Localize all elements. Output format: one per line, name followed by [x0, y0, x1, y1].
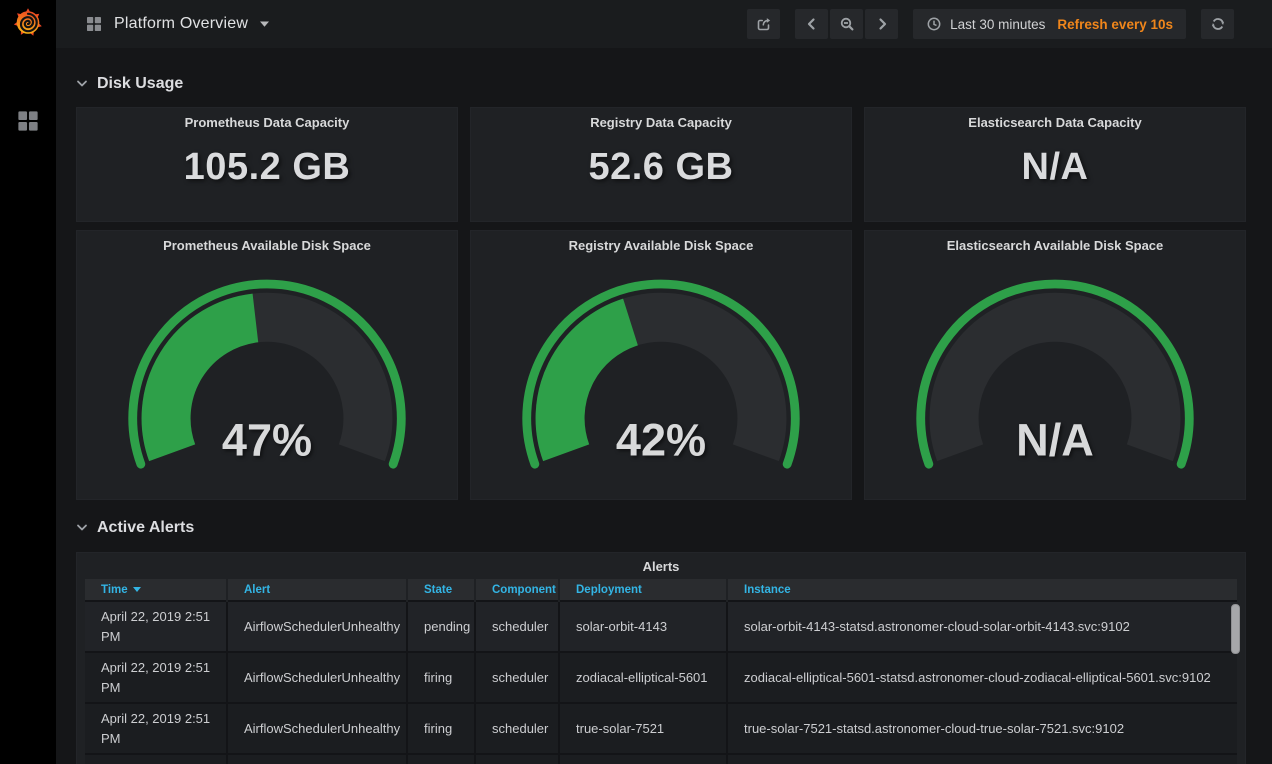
zoom-out-button[interactable]: [830, 9, 863, 39]
chevron-left-icon: [804, 16, 820, 32]
gauge-chart: 47%: [120, 275, 414, 486]
cell-state: pending: [407, 601, 475, 652]
cell-component: scheduler: [475, 601, 559, 652]
cell-state: firing: [407, 703, 475, 754]
gauge-chart: N/A: [908, 275, 1202, 486]
table-row: April 22, 2019 2:51 PM AirflowSchedulerU…: [85, 601, 1237, 652]
cell-alert: AirflowSchedulerUnhealthy: [227, 703, 407, 754]
column-header-component[interactable]: Component: [475, 579, 559, 601]
panel-elasticsearch-available-disk: Elasticsearch Available Disk Space N/A: [864, 230, 1246, 500]
sidebar: [0, 0, 56, 764]
column-header-state[interactable]: State: [407, 579, 475, 601]
cell-instance: true-solar-7521-statsd.astronomer-cloud-…: [727, 703, 1237, 754]
cell-instance: solar-orbit-4143-statsd.astronomer-cloud…: [727, 601, 1237, 652]
cell-component: scheduler: [475, 652, 559, 703]
cell-instance: zodiacal-elliptical-5601-statsd.astronom…: [727, 652, 1237, 703]
stats-row: Prometheus Data Capacity 105.2 GB Regist…: [76, 107, 1246, 222]
time-nav-group: [795, 9, 898, 39]
dashboard-title-button[interactable]: Platform Overview: [86, 15, 269, 33]
gauge-chart: 42%: [514, 275, 808, 486]
sort-desc-icon: [133, 587, 141, 592]
page-title: Platform Overview: [114, 15, 248, 33]
chevron-right-icon: [874, 16, 890, 32]
chevron-down-icon: [76, 524, 88, 532]
panel-title[interactable]: Prometheus Data Capacity: [77, 108, 457, 130]
cell-state: firing: [407, 652, 475, 703]
panel-registry-data-capacity: Registry Data Capacity 52.6 GB: [470, 107, 852, 222]
time-range-button[interactable]: Last 30 minutes Refresh every 10s: [913, 9, 1186, 39]
svg-text:42%: 42%: [616, 414, 706, 465]
section-title: Disk Usage: [97, 75, 183, 93]
table-row-partial: [85, 754, 1237, 764]
column-header-instance[interactable]: Instance: [727, 579, 1237, 601]
panel-title[interactable]: Alerts: [85, 553, 1237, 579]
sidebar-item-dashboards[interactable]: [10, 103, 46, 139]
panel-prometheus-available-disk: Prometheus Available Disk Space 47%: [76, 230, 458, 500]
column-header-alert[interactable]: Alert: [227, 579, 407, 601]
cell-time: April 22, 2019 2:51 PM: [85, 703, 227, 754]
toolbar: Last 30 minutes Refresh every 10s: [747, 9, 1234, 39]
table-header-row: Time Alert State Component Deployment In…: [85, 579, 1237, 601]
cell-deployment: solar-orbit-4143: [559, 601, 727, 652]
stat-value: N/A: [865, 146, 1245, 189]
stat-value: 105.2 GB: [77, 146, 457, 189]
grafana-logo[interactable]: [13, 7, 43, 37]
cell-component: scheduler: [475, 703, 559, 754]
refresh-icon: [1210, 16, 1226, 32]
time-forward-button[interactable]: [865, 9, 898, 39]
panel-title[interactable]: Prometheus Available Disk Space: [77, 231, 457, 253]
section-disk-usage[interactable]: Disk Usage: [76, 74, 1246, 94]
panel-title[interactable]: Elasticsearch Data Capacity: [865, 108, 1245, 130]
dashboards-grid-icon: [17, 110, 39, 132]
clock-icon: [926, 16, 942, 32]
zoom-out-icon: [839, 16, 855, 32]
cell-time: April 22, 2019 2:51 PM: [85, 652, 227, 703]
cell-alert: AirflowSchedulerUnhealthy: [227, 652, 407, 703]
dashboards-grid-icon: [86, 16, 102, 32]
panel-title[interactable]: Elasticsearch Available Disk Space: [865, 231, 1245, 253]
cell-time: April 22, 2019 2:51 PM: [85, 601, 227, 652]
panel-elasticsearch-data-capacity: Elasticsearch Data Capacity N/A: [864, 107, 1246, 222]
navbar: Platform Overview: [56, 0, 1272, 48]
time-range-label: Last 30 minutes: [950, 17, 1045, 32]
title-caret-icon: [260, 21, 269, 27]
refresh-button[interactable]: [1201, 9, 1234, 39]
cell-deployment: true-solar-7521: [559, 703, 727, 754]
dashboard: Disk Usage Prometheus Data Capacity 105.…: [56, 48, 1272, 764]
panel-alerts: Alerts Time Alert State Component Deploy…: [76, 552, 1246, 764]
svg-text:N/A: N/A: [1016, 414, 1094, 465]
svg-text:47%: 47%: [222, 414, 312, 465]
app: Platform Overview: [0, 0, 1272, 764]
gauges-row: Prometheus Available Disk Space 47% Regi…: [76, 230, 1246, 500]
refresh-interval-label: Refresh every 10s: [1057, 17, 1173, 32]
panel-title[interactable]: Registry Data Capacity: [471, 108, 851, 130]
panel-title[interactable]: Registry Available Disk Space: [471, 231, 851, 253]
main-area: Platform Overview: [56, 0, 1272, 764]
stat-value: 52.6 GB: [471, 146, 851, 189]
panel-registry-available-disk: Registry Available Disk Space 42%: [470, 230, 852, 500]
section-active-alerts[interactable]: Active Alerts: [76, 518, 1246, 538]
share-icon: [756, 16, 772, 32]
grafana-logo-icon: [13, 7, 43, 37]
column-header-deployment[interactable]: Deployment: [559, 579, 727, 601]
cell-alert: AirflowSchedulerUnhealthy: [227, 601, 407, 652]
table-scrollbar-thumb[interactable]: [1231, 604, 1240, 654]
chevron-down-icon: [76, 80, 88, 88]
cell-deployment: zodiacal-elliptical-5601: [559, 652, 727, 703]
table-row: April 22, 2019 2:51 PM AirflowSchedulerU…: [85, 703, 1237, 754]
share-button[interactable]: [747, 9, 780, 39]
alerts-table: Time Alert State Component Deployment In…: [85, 579, 1237, 764]
column-header-time[interactable]: Time: [85, 579, 227, 601]
panel-prometheus-data-capacity: Prometheus Data Capacity 105.2 GB: [76, 107, 458, 222]
time-back-button[interactable]: [795, 9, 828, 39]
section-title: Active Alerts: [97, 519, 194, 537]
table-row: April 22, 2019 2:51 PM AirflowSchedulerU…: [85, 652, 1237, 703]
